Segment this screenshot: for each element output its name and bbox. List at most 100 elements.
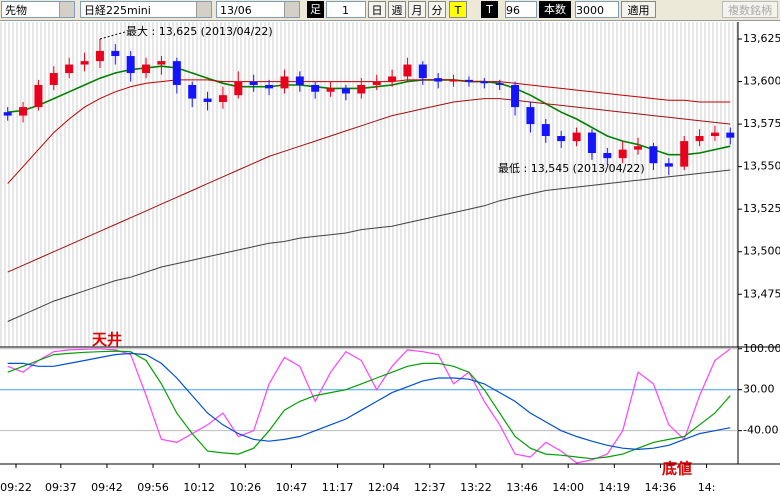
candle-body	[434, 78, 443, 82]
x-tick-label: 13:46	[506, 481, 538, 494]
candle-body	[418, 64, 427, 79]
y-tick-label: 30.00	[743, 383, 775, 396]
candle-body	[265, 84, 274, 89]
y-tick-label: 13,550	[743, 160, 780, 173]
x-tick-label: 09:37	[45, 481, 77, 494]
x-tick-label: 10:47	[276, 481, 308, 494]
candle-body	[680, 141, 689, 167]
y-tick-label: -40.00	[743, 424, 778, 437]
candle-body	[357, 84, 366, 94]
y-tick-label: 13,625	[743, 32, 780, 45]
candle-body	[65, 64, 74, 74]
candle-body	[49, 73, 58, 85]
period-button[interactable]: 月	[408, 1, 426, 18]
x-tick-label: 12:37	[414, 481, 446, 494]
candle-body	[142, 64, 151, 74]
y-tick-label: 13,575	[743, 117, 780, 130]
candle-body	[388, 76, 397, 82]
bar-label: 足	[307, 1, 324, 18]
bars[interactable]: 3000	[575, 1, 619, 18]
y-tick-label: 100.00	[743, 342, 780, 355]
contract-select[interactable]: 13/06	[216, 1, 300, 18]
candle-body	[34, 84, 43, 108]
candle-body	[664, 163, 673, 167]
candle-body	[188, 84, 197, 99]
x-tick-label: 14:19	[598, 481, 630, 494]
period-button[interactable]: 週	[388, 1, 406, 18]
candle-body	[19, 107, 28, 116]
candle-body	[249, 81, 258, 85]
candle-body	[710, 132, 719, 137]
market-select[interactable]: 先物	[1, 1, 75, 18]
toolbar: 先物 日経225mini 13/06 足 1 日 週 月 分 T T 96 本数…	[0, 0, 780, 21]
candle-body	[372, 81, 381, 85]
line	[7, 350, 731, 460]
candle-body	[726, 132, 735, 138]
candle-body	[495, 83, 504, 85]
candle-body	[157, 61, 166, 65]
candle-body	[280, 76, 289, 89]
candle-body	[95, 50, 104, 62]
candle-body	[526, 107, 535, 125]
x-tick-label: 14:36	[645, 481, 677, 494]
candle-body	[326, 88, 335, 92]
y-tick-label: 13,525	[743, 202, 780, 215]
bottom-label: 底値	[662, 460, 692, 478]
candle-body	[80, 61, 89, 65]
candle-body	[634, 146, 643, 150]
y-tick-label: 13,600	[743, 75, 780, 88]
candle-body	[311, 84, 320, 92]
candle-body	[111, 50, 120, 57]
x-tick-label: 14:	[698, 481, 716, 494]
y-tick-label: 13,475	[743, 287, 780, 300]
candle-body	[695, 136, 704, 142]
candle-body	[511, 84, 520, 108]
count[interactable]: 96	[505, 1, 537, 18]
apply-button[interactable]: 適用	[621, 1, 656, 18]
x-tick-label: 13:22	[460, 481, 492, 494]
candle-body	[603, 153, 612, 159]
max-annotation: 最大 : 13,625 (2013/04/22)	[126, 24, 273, 38]
period-button[interactable]: 日	[368, 1, 386, 18]
x-tick-label: 09:42	[91, 481, 123, 494]
t-button[interactable]: T	[449, 1, 467, 18]
candle-body	[480, 81, 489, 84]
candle-body	[572, 132, 581, 142]
x-tick-label: 14:00	[552, 481, 584, 494]
candle-body	[341, 88, 350, 94]
top-label: 天井	[92, 331, 122, 349]
background-stripes	[0, 22, 738, 347]
leader	[99, 31, 126, 40]
candle-body	[449, 79, 458, 82]
t-toggle[interactable]: T	[481, 1, 498, 18]
candle-body	[587, 132, 596, 154]
candle-body	[464, 79, 473, 82]
line	[7, 98, 731, 273]
candle-body	[203, 98, 212, 102]
candle-body	[618, 149, 627, 159]
candle-body	[557, 136, 566, 142]
bar-value[interactable]: 1	[326, 1, 366, 18]
multi-button[interactable]: 複数銘柄	[722, 1, 778, 18]
x-tick-label: 11:17	[322, 481, 354, 494]
period-button[interactable]: 分	[428, 1, 446, 18]
symbol-select[interactable]: 日経225mini	[80, 1, 212, 18]
line	[7, 79, 731, 184]
x-tick-label: 09:22	[0, 481, 32, 494]
candle-body	[649, 146, 658, 164]
x-tick-label: 09:56	[137, 481, 169, 494]
x-tick-label: 12:04	[368, 481, 400, 494]
candle-body	[172, 61, 181, 85]
line	[7, 352, 731, 451]
x-tick-label: 10:26	[229, 481, 261, 494]
candle-body	[541, 124, 550, 137]
x-tick-label: 10:12	[183, 481, 215, 494]
candle-body	[295, 76, 304, 85]
candle-body	[3, 112, 12, 116]
candle-body	[126, 56, 135, 74]
candle-body	[403, 64, 412, 77]
count-label: 本数	[539, 1, 571, 18]
candle-body	[218, 95, 227, 102]
